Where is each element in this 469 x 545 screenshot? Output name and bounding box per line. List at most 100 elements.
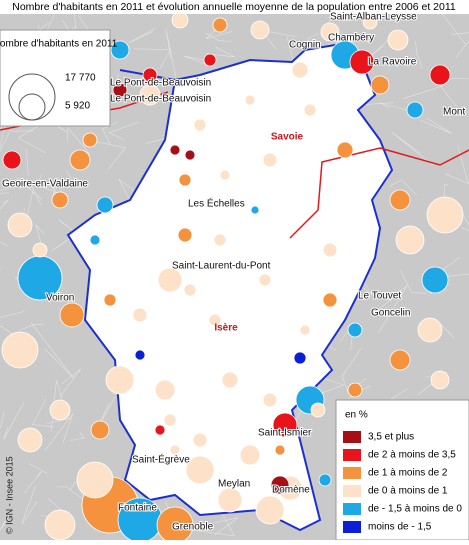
commune-circle — [213, 233, 227, 247]
commune-circle — [421, 266, 449, 294]
commune-circle — [262, 152, 278, 168]
commune-circle — [17, 427, 43, 453]
size-label: 17 770 — [65, 73, 96, 84]
circles — [1, 11, 464, 544]
commune-border — [165, 29, 177, 78]
place-label: Saint-Alban-Leysse — [330, 12, 417, 23]
commune-circle — [163, 413, 177, 427]
commune-border — [19, 323, 45, 331]
commune-border — [318, 377, 345, 395]
commune-circle — [239, 444, 261, 466]
commune-circle — [389, 189, 411, 211]
commune-border — [400, 270, 427, 294]
place-label: La Ravoire — [368, 57, 417, 68]
commune-circle — [185, 455, 215, 485]
size-legend: Nombre d'habitants en 2011 17 770 5 920 — [0, 29, 118, 127]
commune-circle — [426, 196, 464, 234]
commune-circle — [1, 331, 39, 369]
place-label: Chambéry — [328, 33, 374, 44]
commune-border — [26, 149, 29, 176]
commune-circle — [192, 432, 208, 448]
commune-circle — [203, 53, 217, 67]
commune-circle — [110, 40, 130, 60]
place-label: Voiron — [46, 293, 74, 304]
commune-circle — [274, 444, 286, 456]
commune-circle — [105, 365, 135, 395]
commune-circle — [349, 49, 375, 75]
place-label: Fontaine — [118, 503, 157, 514]
legend-swatch — [343, 467, 361, 479]
color-legend: en % 3,5 et plus de 2 à moins de 3,5 de 1 … — [335, 399, 469, 541]
commune-circle — [406, 101, 424, 119]
commune-border — [70, 432, 85, 441]
credit: © IGN - Insee 2015 — [4, 456, 14, 534]
place-label: Le Touvet — [358, 291, 401, 302]
commune-border — [0, 311, 25, 335]
commune-border — [415, 41, 423, 70]
legend-label: de - 1,5 à moins de 0 — [368, 504, 462, 515]
commune-circle — [169, 444, 181, 456]
commune-border — [56, 486, 81, 498]
commune-circle — [154, 379, 176, 401]
commune-circle — [429, 64, 451, 86]
commune-border — [35, 224, 45, 250]
commune-border — [206, 46, 235, 58]
commune-border — [445, 144, 469, 185]
commune-circle — [69, 149, 91, 171]
commune-circle — [132, 307, 148, 323]
commune-circle — [217, 487, 243, 513]
commune-circle — [2, 150, 22, 170]
size-label: 5 920 — [65, 101, 90, 112]
commune-circle — [134, 349, 146, 361]
commune-circle — [250, 205, 260, 215]
commune-circle — [322, 292, 338, 308]
region-label: Isère — [214, 323, 238, 334]
region-label: Savoie — [271, 132, 304, 143]
commune-border — [192, 509, 235, 537]
place-label: Le Pont-de-Beauvoisin — [110, 94, 211, 105]
commune-border — [44, 413, 74, 451]
commune-circle — [169, 144, 181, 156]
commune-circle — [395, 225, 425, 255]
commune-circle — [219, 169, 231, 181]
commune-circle — [291, 61, 309, 79]
place-label: Le Pont-de-Beauvoisin — [110, 78, 211, 89]
commune-border — [339, 322, 355, 351]
place-label: Mont — [443, 107, 465, 118]
place-label: Grenoble — [172, 522, 214, 533]
commune-border — [3, 402, 25, 440]
commune-border — [21, 485, 38, 525]
commune-border — [0, 513, 10, 531]
commune-circle — [389, 349, 411, 371]
legend-swatch — [343, 503, 361, 515]
commune-circle — [59, 302, 85, 328]
commune-circle — [76, 461, 114, 499]
commune-circle — [183, 283, 197, 297]
commune-circle — [51, 191, 69, 209]
title: Nombre d'habitants en 2011 et évolution … — [12, 1, 456, 13]
commune-border — [108, 121, 139, 141]
legend-label: moins de - 1,5 — [368, 522, 432, 533]
commune-circle — [49, 399, 71, 421]
commune-circle — [320, 22, 340, 42]
commune-border — [46, 417, 73, 425]
commune-circle — [255, 495, 285, 525]
commune-circle — [177, 227, 193, 243]
commune-border — [451, 32, 469, 58]
commune-circle — [221, 371, 239, 389]
legend-swatch — [343, 485, 361, 497]
commune-circle — [139, 84, 161, 106]
size-legend-title: Nombre d'habitants en 2011 — [0, 39, 118, 50]
commune-circle — [103, 293, 117, 307]
commune-circle — [7, 212, 33, 238]
size-circle — [18, 93, 46, 121]
color-legend-title: en % — [345, 410, 368, 421]
commune-border — [379, 102, 414, 113]
commune-circle — [193, 118, 207, 132]
legend-swatch — [343, 431, 361, 443]
commune-circle — [244, 94, 256, 106]
commune-circle — [387, 29, 409, 51]
place-label: Saint-Laurent-du-Pont — [172, 261, 271, 272]
commune-border — [0, 179, 38, 194]
commune-border — [17, 124, 46, 153]
